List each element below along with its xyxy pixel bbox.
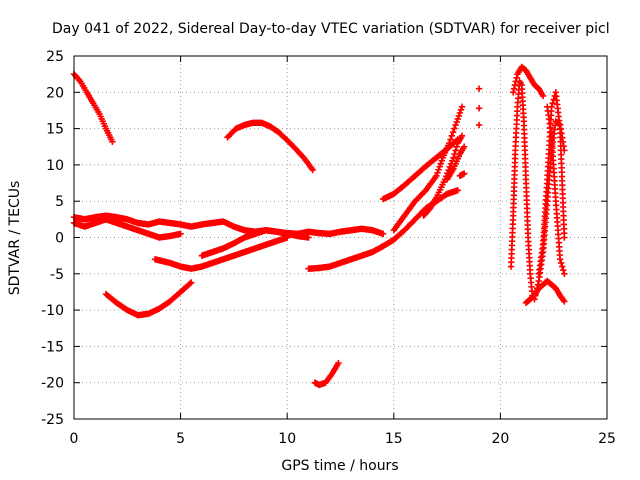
series-arc-18 bbox=[522, 277, 568, 307]
data-point bbox=[437, 160, 444, 167]
data-point bbox=[452, 147, 459, 154]
x-tick-labels: 0 5 10 15 20 25 bbox=[70, 431, 616, 447]
data-point bbox=[454, 115, 461, 123]
data-point bbox=[438, 157, 445, 164]
data-point bbox=[305, 234, 312, 241]
x-tick-label: 15 bbox=[385, 431, 403, 447]
series-arc-4 bbox=[102, 279, 195, 319]
data-point bbox=[513, 74, 520, 81]
y-tick-label: 20 bbox=[46, 85, 64, 101]
data-point bbox=[549, 99, 556, 107]
y-tick-label: -15 bbox=[41, 339, 64, 355]
x-tick-label: 20 bbox=[491, 431, 509, 447]
y-tick-label: 15 bbox=[46, 122, 64, 138]
data-point bbox=[448, 132, 455, 140]
x-tick-label: 0 bbox=[70, 431, 79, 447]
data-point bbox=[453, 118, 460, 126]
series-arc-9 bbox=[311, 359, 342, 389]
y-tick-labels: -25 -20 -15 -10 -5 0 5 10 15 20 25 bbox=[41, 49, 64, 428]
data-point bbox=[460, 170, 468, 177]
data-point bbox=[454, 187, 461, 194]
y-tick-label: -10 bbox=[41, 303, 64, 319]
data-point bbox=[436, 163, 443, 170]
y-tick-label: -25 bbox=[41, 412, 64, 428]
data-point bbox=[449, 129, 457, 136]
series-points-19 bbox=[475, 85, 483, 129]
chart-title: Day 041 of 2022, Sidereal Day-to-day VTE… bbox=[52, 21, 610, 37]
series-arc-8 bbox=[305, 187, 461, 272]
data-point bbox=[561, 270, 568, 277]
data-point bbox=[450, 154, 457, 161]
data-point bbox=[455, 112, 463, 120]
data-point bbox=[475, 121, 483, 129]
data-point bbox=[446, 163, 454, 171]
data-point bbox=[435, 166, 442, 173]
series-arc-7 bbox=[224, 119, 316, 174]
series-arc-15 bbox=[507, 78, 536, 299]
series-arc-13 bbox=[443, 143, 468, 183]
data-point bbox=[509, 89, 517, 96]
x-tick-label: 10 bbox=[278, 431, 296, 447]
series-arc-16 bbox=[509, 63, 547, 100]
data-point bbox=[458, 103, 466, 111]
data-point bbox=[556, 256, 564, 263]
data-point bbox=[186, 280, 194, 287]
data-point bbox=[456, 109, 464, 117]
data-point bbox=[177, 230, 184, 238]
plot-frame bbox=[73, 55, 608, 420]
series-arc-1 bbox=[70, 70, 116, 145]
data-point bbox=[539, 92, 547, 100]
data-point bbox=[457, 106, 465, 114]
y-tick-label: 10 bbox=[46, 158, 64, 174]
series-arc-3 bbox=[70, 216, 184, 241]
series-arc-14 bbox=[456, 170, 468, 179]
data-point bbox=[458, 132, 466, 140]
x-axis-title: GPS time / hours bbox=[281, 458, 398, 474]
series-arc-11 bbox=[390, 103, 466, 234]
data-point bbox=[447, 136, 454, 143]
y-tick-label: -5 bbox=[50, 267, 64, 283]
data-point bbox=[335, 359, 342, 367]
data-point bbox=[460, 143, 468, 150]
data-point bbox=[446, 139, 453, 147]
data-point bbox=[452, 121, 459, 129]
series-arc-20 bbox=[544, 103, 568, 277]
data-point bbox=[559, 263, 566, 270]
series-arc-5 bbox=[151, 234, 291, 272]
x-tick-label: 5 bbox=[176, 431, 185, 447]
x-tick-label: 25 bbox=[598, 431, 616, 447]
data-point bbox=[434, 169, 441, 176]
data-point bbox=[309, 166, 316, 174]
data-point bbox=[557, 259, 565, 267]
data-point bbox=[512, 78, 519, 85]
data-point bbox=[453, 143, 460, 150]
y-tick-label: 5 bbox=[55, 194, 64, 210]
y-tick-label: 0 bbox=[55, 231, 64, 247]
y-tick-label: 25 bbox=[46, 49, 64, 65]
data-point bbox=[510, 85, 518, 92]
data-point bbox=[511, 81, 519, 89]
data-point bbox=[188, 279, 195, 286]
data-point bbox=[475, 85, 483, 92]
data-point bbox=[560, 266, 567, 274]
data-point bbox=[451, 125, 458, 132]
y-tick-label: -20 bbox=[41, 376, 64, 392]
data-point bbox=[561, 234, 568, 241]
data-series bbox=[70, 63, 568, 389]
y-axis-title: SDTVAR / TECUs bbox=[7, 181, 23, 296]
series-arc-6 bbox=[198, 227, 312, 259]
data-point bbox=[433, 172, 440, 179]
data-point bbox=[109, 138, 116, 145]
data-point bbox=[561, 298, 568, 305]
data-point bbox=[475, 105, 483, 112]
data-point bbox=[379, 230, 387, 238]
series-arc-19 bbox=[535, 89, 568, 277]
data-point bbox=[550, 96, 557, 103]
